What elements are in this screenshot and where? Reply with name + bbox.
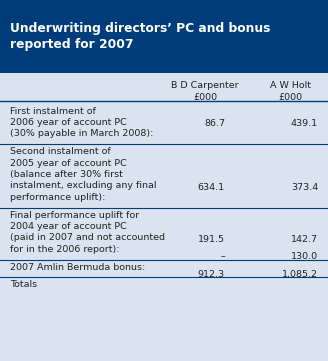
- Text: First instalment of: First instalment of: [10, 106, 96, 116]
- Text: 2006 year of account PC: 2006 year of account PC: [10, 118, 127, 127]
- Text: 86.7: 86.7: [204, 119, 225, 128]
- Bar: [0, 0, 328, 73]
- Text: –: –: [220, 252, 225, 261]
- Text: 1,085.2: 1,085.2: [282, 270, 318, 279]
- Text: instalment, excluding any final: instalment, excluding any final: [10, 182, 156, 191]
- Text: 142.7: 142.7: [291, 235, 318, 244]
- Text: for in the 2006 report):: for in the 2006 report):: [10, 245, 119, 254]
- Text: (paid in 2007 and not accounted: (paid in 2007 and not accounted: [10, 234, 165, 243]
- Text: £000: £000: [278, 92, 302, 101]
- Text: 130.0: 130.0: [291, 252, 318, 261]
- Text: 191.5: 191.5: [198, 235, 225, 244]
- Text: 439.1: 439.1: [291, 119, 318, 128]
- Text: B D Carpenter: B D Carpenter: [171, 81, 239, 90]
- Text: £000: £000: [193, 92, 217, 101]
- Text: 2004 year of account PC: 2004 year of account PC: [10, 222, 127, 231]
- Text: Underwriting directors’ PC and bonus
reported for 2007: Underwriting directors’ PC and bonus rep…: [10, 22, 270, 51]
- Text: A W Holt: A W Holt: [270, 81, 311, 90]
- Text: Totals: Totals: [10, 280, 37, 289]
- Text: 634.1: 634.1: [198, 183, 225, 192]
- Text: Final performance uplift for: Final performance uplift for: [10, 210, 139, 219]
- Text: (balance after 30% first: (balance after 30% first: [10, 170, 123, 179]
- Text: 2005 year of account PC: 2005 year of account PC: [10, 158, 127, 168]
- Text: 373.4: 373.4: [291, 183, 318, 192]
- Text: (30% payable in March 2008):: (30% payable in March 2008):: [10, 130, 154, 139]
- Text: 2007 Amlin Bermuda bonus:: 2007 Amlin Bermuda bonus:: [10, 262, 145, 271]
- Text: performance uplift):: performance uplift):: [10, 193, 105, 202]
- Text: 912.3: 912.3: [198, 270, 225, 279]
- Text: Second instalment of: Second instalment of: [10, 147, 111, 156]
